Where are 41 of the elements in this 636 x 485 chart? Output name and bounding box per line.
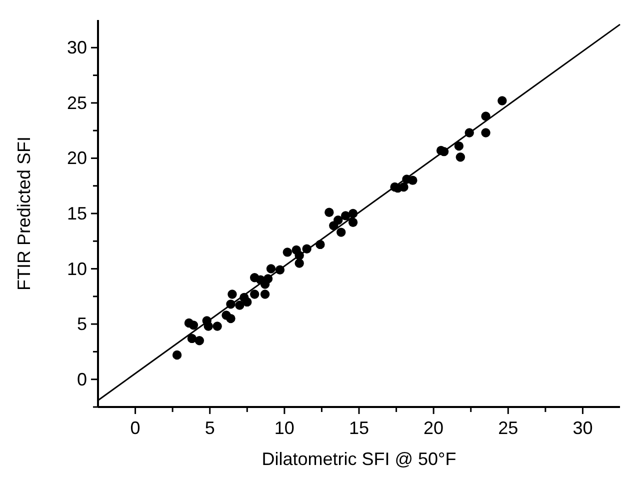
point (188, 320, 198, 330)
point (294, 258, 304, 268)
point (324, 208, 334, 217)
y-tick-label: 30 (66, 38, 87, 58)
point (226, 314, 236, 324)
point (194, 336, 204, 346)
point (340, 211, 350, 220)
y-tick-label: 20 (66, 148, 87, 168)
x-tick-label: 25 (498, 418, 518, 438)
point (408, 176, 418, 185)
point (481, 128, 490, 138)
point (456, 152, 466, 162)
point (250, 290, 260, 299)
y-tick-label: 5 (76, 314, 87, 334)
point (334, 216, 343, 225)
x-tick-label: 0 (130, 418, 140, 438)
y-tick-label: 10 (66, 258, 87, 279)
point (336, 228, 346, 237)
x-axis-title: Dilatometric SFI @ 50°F (262, 449, 456, 469)
y-tick-label: 25 (66, 92, 87, 113)
x-tick-label: 10 (274, 418, 294, 438)
x-tick-label: 20 (424, 418, 444, 438)
y-tick-label: 15 (66, 204, 87, 224)
x-tick-label: 15 (348, 418, 370, 438)
point (498, 96, 507, 106)
point (172, 350, 182, 360)
x-tick-label: 30 (572, 418, 593, 438)
point (399, 182, 408, 192)
point (260, 290, 270, 299)
y-tick-label: 0 (76, 369, 87, 390)
point (228, 290, 237, 299)
point (235, 300, 244, 310)
y-axis-title: FTIR Predicted SFI (14, 136, 34, 291)
point (348, 218, 358, 227)
x-tick-label: 5 (204, 418, 215, 438)
point (282, 248, 292, 257)
point (454, 141, 464, 151)
point (204, 322, 213, 331)
point (212, 322, 222, 331)
point (242, 297, 252, 307)
point (266, 264, 276, 274)
